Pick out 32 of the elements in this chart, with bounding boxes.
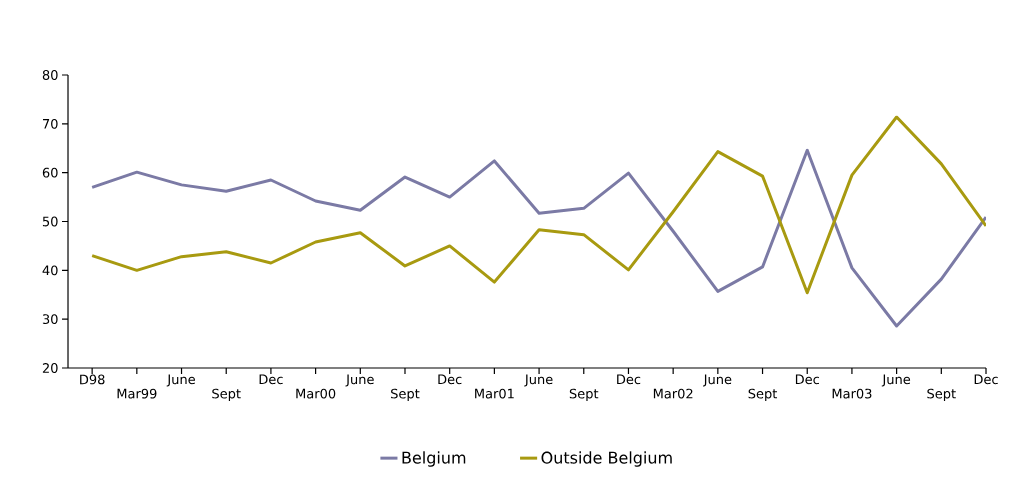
x-tick-label: Sept: [212, 388, 241, 402]
y-tick-label: 20: [42, 363, 58, 373]
x-tick-label: Dec: [617, 374, 641, 385]
x-tick-label: Dec: [974, 374, 998, 385]
x-tick-label: Sept: [391, 388, 420, 402]
x-tick-label: Mar99: [117, 388, 157, 399]
x-tick-label: Mar01: [475, 388, 514, 399]
x-tick-label: June: [166, 374, 195, 387]
x-tick-label: Dec: [438, 374, 462, 385]
x-tick-label: D98: [80, 374, 105, 385]
x-tick-label: Mar03: [832, 388, 872, 399]
x-tick-label: Sept: [748, 388, 778, 402]
x-tick-label: June: [524, 374, 553, 387]
y-tick-label: 50: [42, 216, 58, 227]
x-tick-label: Mar00: [296, 388, 336, 399]
y-tick-label: 30: [42, 314, 58, 325]
x-tick-label: Dec: [795, 374, 819, 385]
x-tick-label: June: [703, 374, 732, 387]
legend-label: Outside Belgium: [541, 451, 672, 467]
x-tick-label: Dec: [259, 374, 283, 385]
x-tick-label: Sept: [927, 388, 956, 402]
line-series: [90, 148, 987, 328]
x-tick-label: June: [345, 374, 374, 387]
line-series: [90, 115, 987, 295]
x-tick-label: Sept: [569, 388, 599, 402]
y-tick-label: 60: [42, 167, 58, 178]
y-tick-label: 80: [42, 70, 58, 80]
y-tick-label: 40: [42, 265, 58, 276]
legend-label: Belgium: [402, 451, 466, 467]
y-tick-label: 70: [43, 118, 58, 129]
x-tick-label: Mar02: [653, 388, 693, 399]
x-tick-label: June: [881, 374, 911, 387]
